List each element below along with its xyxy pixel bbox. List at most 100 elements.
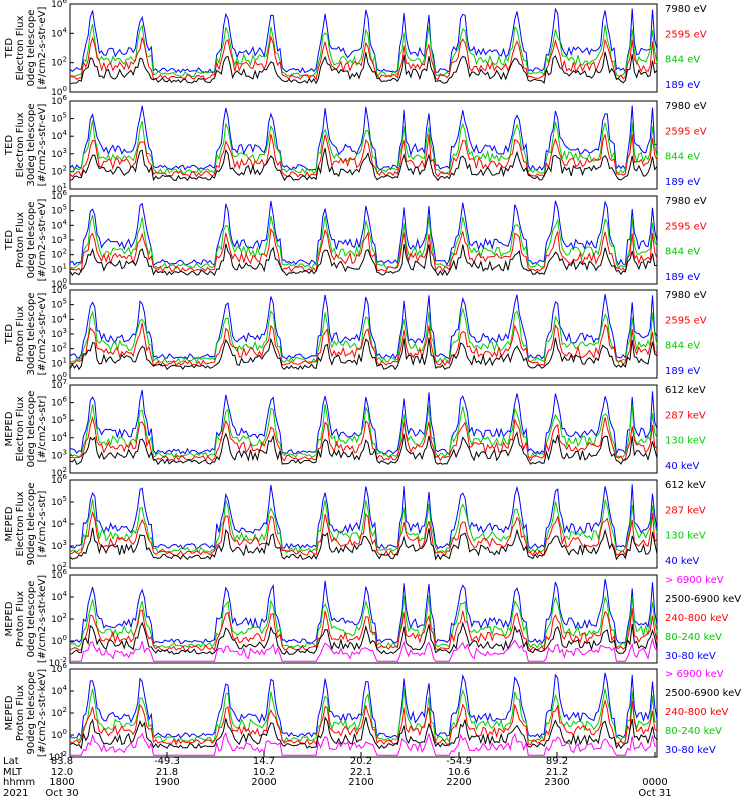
legend-entry: 844 eV bbox=[665, 152, 700, 163]
series-line bbox=[69, 595, 658, 649]
y-tick-label: 102 bbox=[51, 706, 67, 719]
legend-entry: 612 keV bbox=[665, 385, 706, 396]
panel-2: 106 105 104 103 102 101 TED Electron Flux 30deg … bbox=[4, 94, 707, 195]
axis-row-value: 89.2 bbox=[546, 756, 568, 767]
y-axis-label-line: [#/cm2-s-str-eV] bbox=[37, 199, 48, 282]
panel-1: 106 104 102 100 TED Electron Flux 0deg telesco… bbox=[4, 0, 707, 98]
y-tick-label: 101 bbox=[51, 356, 67, 369]
y-axis-label-line: [#/cm2-s-str-keV] bbox=[37, 669, 48, 757]
y-axis-label-line: Electron Flux bbox=[15, 396, 26, 461]
y-tick-label: 102 bbox=[51, 612, 67, 625]
legend-entry: 844 eV bbox=[665, 341, 700, 352]
y-tick-label: 105 bbox=[51, 413, 67, 426]
series-line bbox=[69, 672, 658, 739]
y-tick-label: 105 bbox=[51, 495, 67, 508]
legend-entry: 7980 eV bbox=[665, 4, 707, 15]
y-tick-label: 100 bbox=[51, 634, 67, 647]
series-line bbox=[69, 322, 658, 367]
y-axis-label-line: 90deg telescope bbox=[26, 482, 37, 565]
series-line bbox=[69, 404, 658, 459]
y-axis-label-line: TED bbox=[4, 230, 15, 251]
y-axis-label-line: [#/cm2-s-str-keV] bbox=[37, 575, 48, 663]
y-tick-label: 104 bbox=[51, 684, 67, 697]
y-tick-label: 100 bbox=[51, 728, 67, 741]
y-tick-label: 102 bbox=[51, 561, 67, 574]
y-axis-label-line: TED bbox=[4, 38, 15, 59]
y-tick-label: 104 bbox=[51, 312, 67, 325]
y-axis-label-line: TED bbox=[4, 324, 15, 345]
y-tick-label: 102 bbox=[51, 56, 67, 69]
y-tick-label: 103 bbox=[51, 327, 67, 340]
series-line bbox=[69, 621, 658, 655]
legend-entry: 2595 eV bbox=[665, 29, 707, 40]
legend-entry: 80-240 keV bbox=[665, 726, 722, 737]
axis-row-value: 83.8 bbox=[51, 756, 73, 767]
panel-5: 107 106 105 104 103 102 MEPED Electron Flux 0deg… bbox=[4, 378, 706, 479]
panel-7: 106 104 102 100 10-2 MEPED Proton Flux 0deg tel… bbox=[4, 568, 741, 669]
legend-entry: 40 keV bbox=[665, 556, 699, 567]
series-line bbox=[69, 7, 658, 74]
y-tick-label: 106 bbox=[51, 189, 67, 202]
y-tick-label: 101 bbox=[51, 262, 67, 275]
series-line bbox=[69, 243, 657, 277]
series-line bbox=[69, 484, 658, 550]
legend-entry: 189 eV bbox=[665, 366, 700, 377]
panel-frame bbox=[69, 100, 658, 190]
y-tick-label: 104 bbox=[51, 26, 67, 39]
y-axis-label-line: Proton Flux bbox=[15, 306, 26, 362]
legend-entry: 30-80 keV bbox=[665, 651, 716, 662]
y-tick-label: 106 bbox=[51, 283, 67, 296]
y-axis-label-line: 0deg telescope bbox=[26, 202, 37, 279]
y-axis-label-line: MEPED bbox=[4, 601, 15, 636]
legend-entry: 7980 eV bbox=[665, 101, 707, 112]
axis-row-label: hhmm bbox=[3, 777, 35, 788]
y-tick-label: 106 bbox=[51, 0, 67, 10]
axis-row-value: 0000 bbox=[642, 777, 667, 788]
series-line bbox=[69, 510, 658, 557]
y-tick-label: 100 bbox=[51, 85, 67, 98]
legend-entry: 240-800 keV bbox=[665, 707, 729, 718]
legend-entry: 30-80 keV bbox=[665, 745, 716, 756]
legend-entry: > 6900 keV bbox=[665, 669, 724, 680]
y-axis-label-line: 90deg telescope bbox=[26, 671, 37, 754]
series-line bbox=[69, 200, 658, 266]
y-tick-label: 106 bbox=[51, 662, 67, 675]
series-line bbox=[69, 51, 658, 85]
y-tick-label: 102 bbox=[51, 466, 67, 479]
legend-entry: 189 eV bbox=[665, 272, 700, 283]
legend-entry: 189 eV bbox=[665, 177, 700, 188]
y-tick-label: 100 bbox=[51, 371, 67, 384]
legend-entry: 7980 eV bbox=[665, 196, 707, 207]
axis-row-value: 2000 bbox=[251, 777, 276, 788]
series-line bbox=[70, 731, 658, 756]
axis-row-value: 2200 bbox=[446, 777, 471, 788]
legend-entry: 240-800 keV bbox=[665, 613, 729, 624]
y-tick-label: 105 bbox=[51, 298, 67, 311]
axis-row-value: Oct 31 bbox=[638, 788, 671, 799]
y-tick-label: 102 bbox=[51, 248, 67, 261]
legend-entry: 844 eV bbox=[665, 55, 700, 66]
y-axis-label-line: Proton Flux bbox=[15, 685, 26, 741]
y-tick-label: 104 bbox=[51, 431, 67, 444]
axis-row-value: Oct 30 bbox=[45, 788, 78, 799]
y-axis-label-line: Electron Flux bbox=[15, 112, 26, 177]
series-line bbox=[70, 637, 658, 662]
series-line bbox=[69, 579, 658, 645]
legend-entry: 844 eV bbox=[665, 247, 700, 258]
series-line bbox=[69, 337, 658, 371]
y-axis-label-line: MEPED bbox=[4, 506, 15, 541]
y-tick-label: 107 bbox=[51, 378, 67, 391]
series-line bbox=[69, 148, 658, 182]
y-tick-label: 106 bbox=[51, 396, 67, 409]
series-line bbox=[69, 120, 658, 175]
y-tick-label: 10-2 bbox=[49, 750, 67, 763]
series-line bbox=[69, 498, 658, 554]
y-axis-label-line: Electron Flux bbox=[15, 491, 26, 556]
y-axis-label-line: TED bbox=[4, 135, 15, 156]
axis-row-value: 22.1 bbox=[350, 767, 372, 778]
y-axis-label-line: MEPED bbox=[4, 695, 15, 730]
series-line bbox=[69, 227, 658, 273]
series-line bbox=[69, 23, 658, 78]
